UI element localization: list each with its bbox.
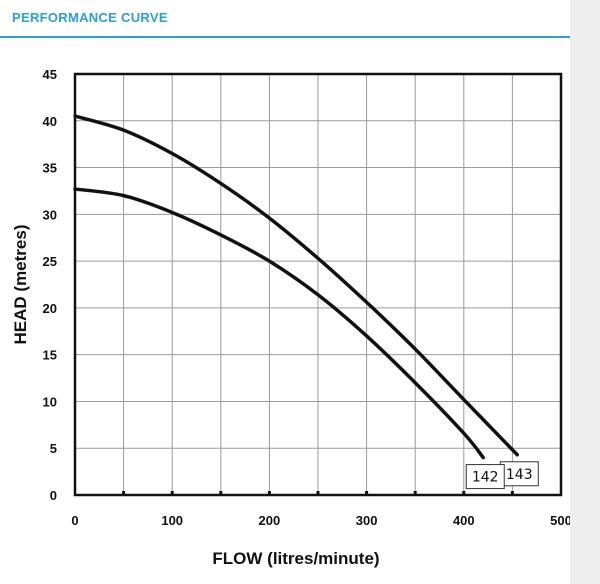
y-tick-label: 25 xyxy=(43,254,57,269)
x-tick-label: 300 xyxy=(356,513,378,528)
curve-label: 143 xyxy=(506,467,533,483)
y-tick-label: 35 xyxy=(43,161,57,176)
section-divider xyxy=(0,36,570,38)
y-tick-label: 0 xyxy=(50,488,57,503)
section-title: PERFORMANCE CURVE xyxy=(12,10,168,25)
y-tick-label: 5 xyxy=(50,441,57,456)
y-tick-label: 30 xyxy=(43,207,57,222)
x-tick-label: 100 xyxy=(161,513,183,528)
y-tick-label: 40 xyxy=(43,114,57,129)
plot-frame xyxy=(73,72,563,497)
performance-chart: 0 5 10 15 20 25 30 35 40 45 0 100 200 300 400 500 143 14… xyxy=(11,67,570,568)
y-tick-label: 20 xyxy=(43,301,57,316)
x-tick-label: 200 xyxy=(259,513,281,528)
curve-143 xyxy=(73,114,520,457)
curve-label-box xyxy=(499,461,539,487)
y-tick-label: 45 xyxy=(43,67,57,82)
curve-label: 142 xyxy=(472,470,499,486)
page-side-band xyxy=(570,0,600,584)
y-tick-label: 10 xyxy=(43,394,57,409)
x-tick-label: 400 xyxy=(453,513,475,528)
x-tick-label: 0 xyxy=(71,513,78,528)
x-axis-title: FLOW (litres/minute) xyxy=(212,549,379,568)
x-tick-label: 500 xyxy=(550,513,570,528)
y-tick-label: 15 xyxy=(43,348,57,363)
y-axis-title: HEAD (metres) xyxy=(11,225,30,345)
curve-label-box xyxy=(465,464,505,490)
curve-142 xyxy=(73,187,485,460)
